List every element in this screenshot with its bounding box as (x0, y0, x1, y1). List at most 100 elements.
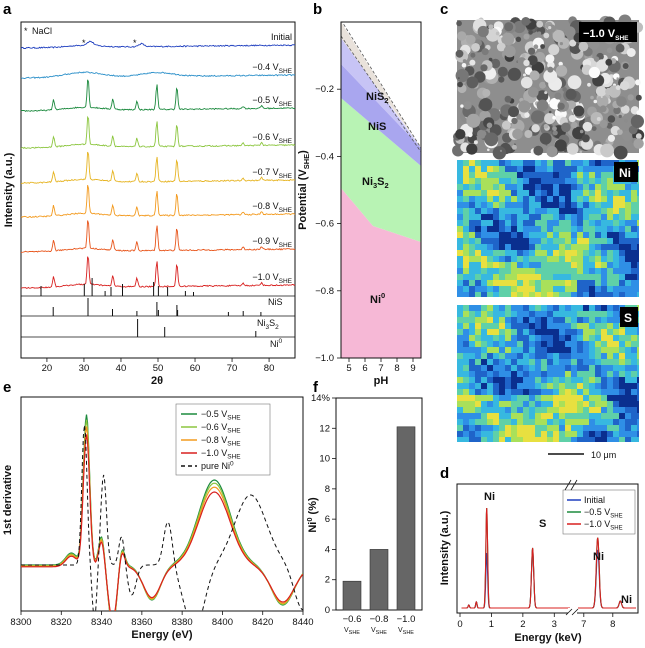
xanes-legend-label: −1.0 VSHE (201, 448, 241, 461)
bar-y-tick-label: 10 (319, 454, 330, 465)
xrd-x-tick-label: 80 (264, 363, 275, 374)
xanes-x-ticks: 8300 8320 8340 8360 8380 8400 8420 8440 (10, 611, 314, 628)
bar-y-tick-label: 0 (325, 605, 330, 616)
xrd-spectrum-label: −0.6 VSHE (252, 132, 292, 145)
bar-y-tick-label: 8 (325, 484, 330, 495)
s-eds-map: S (457, 305, 639, 442)
eds-x-tick-label: 2 (520, 619, 525, 630)
pourbaix-x-tick-label: 5 (346, 363, 351, 374)
bar-ni0-fraction (396, 426, 416, 611)
pourbaix-x-tick-label: 9 (410, 363, 415, 374)
panel-a: * NaCl * * Initial −0.4 VSHE −0.5 VSHE −0.6… (3, 21, 296, 387)
xrd-x-tick-label: 20 (42, 363, 53, 374)
ni-eds-map: Ni (457, 160, 639, 297)
panel-d: Ni S Ni Ni Initial −0.5 VSHE−1.0 VSHE 0 1 2… (439, 479, 639, 644)
eds-x-ticks: 0 1 2 3 7 8 (457, 613, 615, 630)
eds-x-tick-label: 0 (457, 619, 462, 630)
xrd-reference-sticks (40, 278, 262, 337)
xrd-x-tick-label: 40 (116, 363, 127, 374)
xrd-spectrum-label: −0.8 VSHE (252, 201, 292, 214)
xrd-spectrum-label: −1.0 VSHE (252, 272, 292, 285)
xanes-curve (21, 434, 303, 611)
xanes-x-tick-label: 8420 (252, 617, 273, 628)
eds-legend-label: −1.0 VSHE (584, 519, 623, 532)
bar-y-tick-label: 14% (311, 393, 331, 404)
panel-label-e: e (3, 379, 11, 396)
panel-label-d: d (440, 465, 449, 482)
region-label-ni0: Ni0 (370, 291, 385, 306)
bar-ni0-fraction (342, 580, 362, 611)
eds-legend-label: −0.5 VSHE (584, 507, 623, 520)
region-nis (341, 64, 421, 166)
bar-y-tick-label: 4 (325, 544, 330, 555)
eds-x-tick-label: 3 (552, 619, 557, 630)
region-label-nis: NiS (368, 121, 386, 133)
panel-f: −0.6 VSHE −0.8 VSHE −1.0 VSHE 0 2 4 6 8 10 12 14% Ni0… (305, 393, 423, 636)
nacl-star-icon: * (24, 26, 28, 36)
pourbaix-y-tick-label: −0.6 (315, 219, 334, 230)
bar-y-tick-label: 2 (325, 575, 330, 586)
ref-label-ni3s2: Ni3S2 (257, 318, 279, 331)
region-ni3s2 (341, 98, 421, 242)
eds-spectrum-line (578, 537, 636, 609)
xanes-x-tick-label: 8380 (172, 617, 193, 628)
panel-label-a: a (3, 1, 12, 18)
nacl-peak-star-icon: * (133, 38, 137, 48)
xanes-y-axis-label: 1st derivative (2, 465, 14, 535)
xanes-x-tick-label: 8360 (131, 617, 152, 628)
xrd-spectrum-label: −0.5 VSHE (252, 95, 292, 108)
region-label-nis2: NiS2 (366, 91, 389, 105)
ni-map-label: Ni (619, 166, 631, 180)
bar-ni0-fraction (369, 549, 389, 611)
bar-category-label: −0.6 (343, 614, 362, 625)
panel-label-b: b (313, 1, 322, 18)
bar-category-label: −0.8 (370, 614, 389, 625)
xrd-x-tick-label: 50 (153, 363, 164, 374)
xrd-x-tick-label: 60 (190, 363, 201, 374)
xrd-x-tick-label: 70 (227, 363, 238, 374)
eds-peak-ni-kb: Ni (621, 594, 632, 606)
bar-y-tick-label: 12 (319, 423, 330, 434)
xrd-spectrum-line (20, 256, 296, 289)
xanes-legend-label: pure Ni0 (201, 461, 234, 472)
bar-category-label: −1.0 (397, 614, 416, 625)
pourbaix-x-tick-label: 7 (378, 363, 383, 374)
eds-x-tick-label: 7 (581, 619, 586, 630)
pourbaix-y-tick-label: −0.4 (315, 151, 334, 162)
xrd-spectra (20, 40, 296, 289)
eds-y-axis-label: Intensity (a.u.) (439, 510, 451, 585)
xrd-spectrum-label: −0.7 VSHE (252, 167, 292, 180)
xanes-legend-label: −0.8 VSHE (201, 435, 241, 448)
xanes-x-tick-label: 8320 (51, 617, 72, 628)
xanes-legend-label: −0.6 VSHE (201, 422, 241, 435)
pourbaix-ticks: −0.2 −0.4 −0.6 −0.8 −1.0 5 6 7 8 9 (315, 84, 415, 374)
region-sulfur (341, 22, 421, 148)
eds-x-axis-label: Energy (keV) (514, 632, 582, 644)
bar-category-sub: VSHE (344, 627, 360, 636)
panel-label-c: c (440, 1, 448, 18)
pourbaix-x-axis-label: pH (374, 375, 389, 387)
xrd-spectrum-label: −0.4 VSHE (252, 62, 292, 75)
xrd-y-axis-label: Intensity (a.u.) (3, 152, 15, 227)
region-ni0 (341, 188, 421, 358)
sem-potential-label: −1.0 VSHE (583, 28, 629, 42)
xrd-spectrum-line (20, 115, 296, 150)
xanes-legend-label: −0.5 VSHE (201, 409, 241, 422)
nacl-peak-star-icon: * (82, 38, 86, 48)
xrd-spectrum-line (20, 220, 296, 253)
xrd-spectrum-line (20, 184, 296, 218)
pourbaix-x-tick-label: 8 (394, 363, 399, 374)
sem-image: −1.0 VSHE (452, 14, 645, 160)
xrd-spectrum-line (20, 40, 296, 49)
xrd-spectra-labels: Initial −0.4 VSHE −0.5 VSHE −0.6 VSHE −0.7 V… (252, 32, 292, 285)
eds-spectrum-line (461, 549, 570, 609)
eds-x-tick-label: 8 (610, 619, 615, 630)
eds-x-tick-label: 1 (489, 619, 494, 630)
xanes-x-tick-label: 8400 (212, 617, 233, 628)
bar-y-tick-label: 6 (325, 514, 330, 525)
xrd-spectrum-label: −0.9 VSHE (252, 236, 292, 249)
pourbaix-y-tick-label: −1.0 (315, 353, 334, 364)
eds-spectra (461, 507, 636, 609)
xrd-spectrum-line (20, 79, 296, 112)
